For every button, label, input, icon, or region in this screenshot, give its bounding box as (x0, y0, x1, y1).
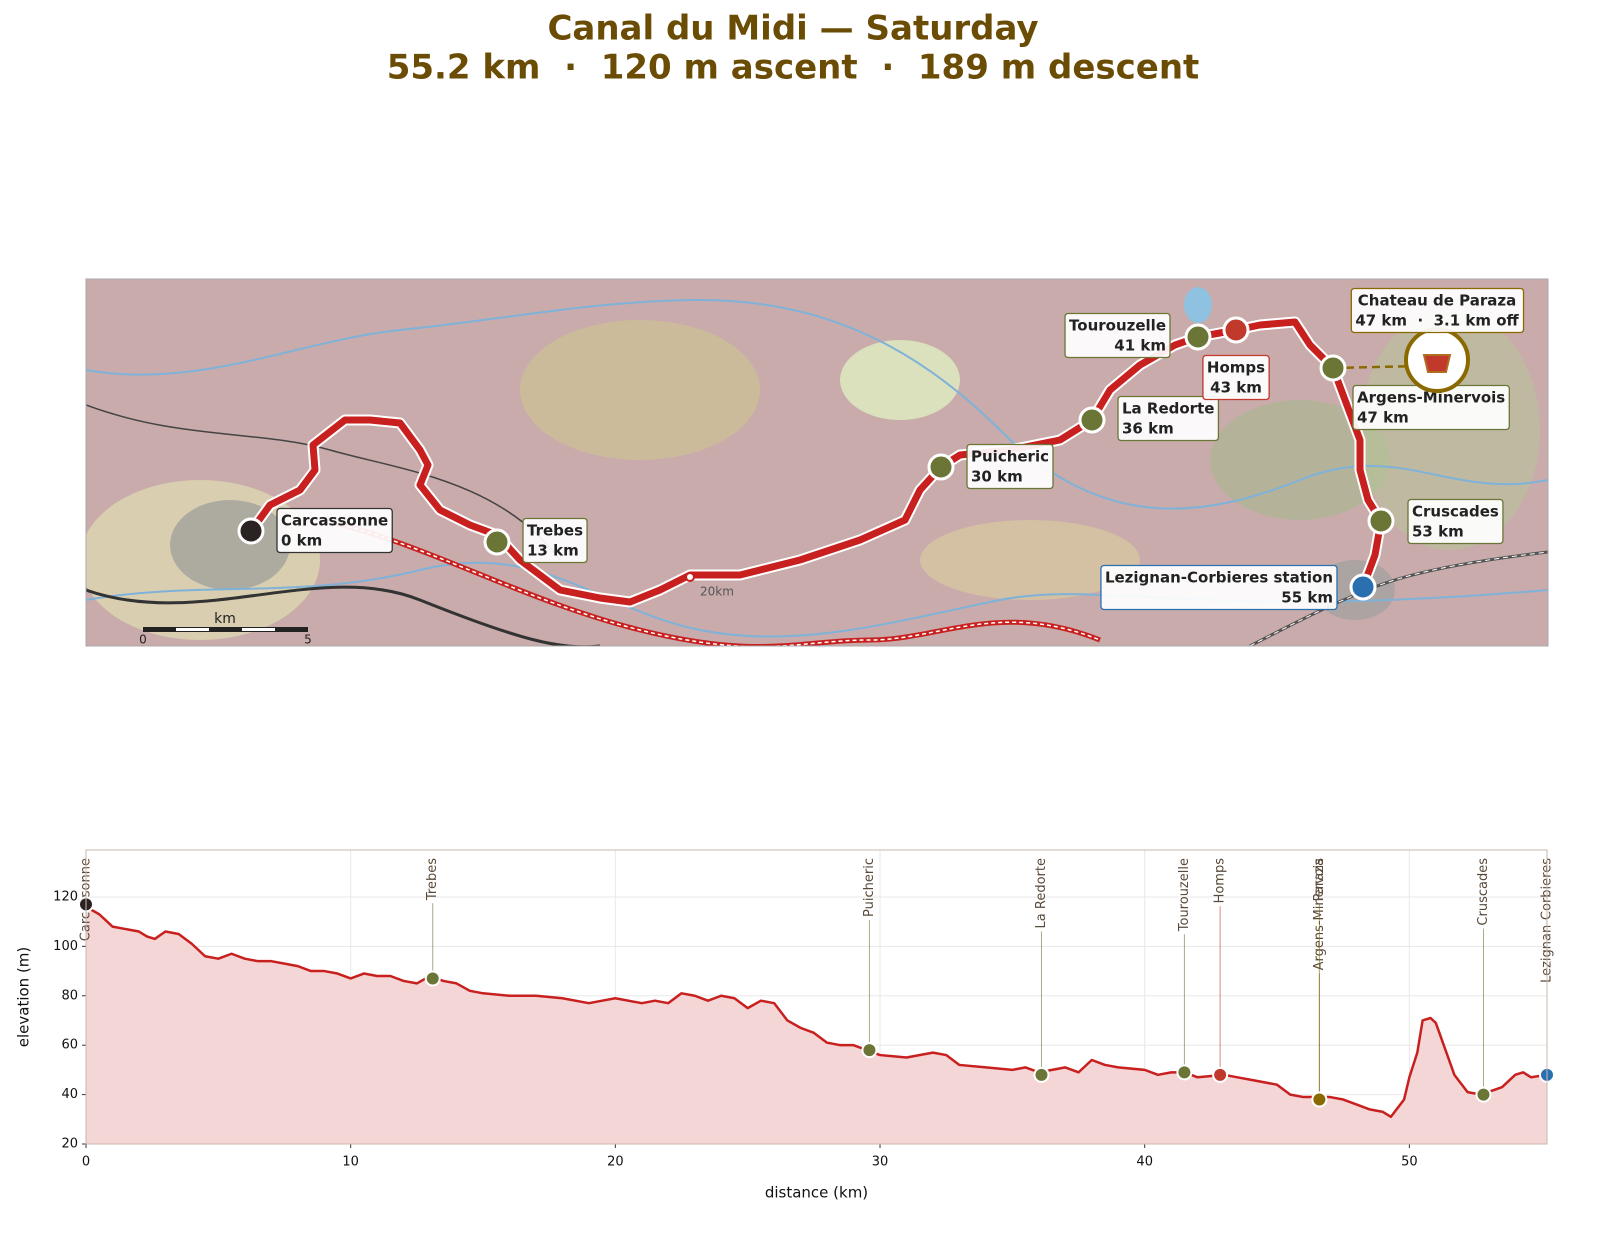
map-label-distance: 30 km (971, 468, 1023, 486)
waypoint (1184, 323, 1212, 351)
y-tick-label: 80 (61, 988, 78, 1003)
x-tick-label: 30 (872, 1155, 889, 1170)
elevation-chart: 2040608010012001020304050CarcassonneTreb… (15, 849, 1555, 1202)
map-label-distance: 0 km (281, 532, 322, 550)
waypoint-marker (1311, 1091, 1328, 1108)
scale-unit: km (214, 611, 236, 627)
map-label: Chateau de Paraza 47 km · 3.1 km off (1350, 287, 1525, 334)
map-label: Lezignan-Corbieres station 55 km (1100, 564, 1338, 611)
map-label-distance: 47 km · 3.1 km off (1355, 312, 1519, 330)
scale-bar (143, 627, 308, 632)
x-tick-label: 50 (1401, 1155, 1418, 1170)
map-label-distance: 47 km (1357, 409, 1409, 427)
plot-frame (85, 849, 1548, 1145)
map-label-box (1117, 395, 1220, 442)
map-label: Trebes 13 km (522, 517, 588, 564)
y-tick-label: 60 (61, 1038, 78, 1053)
map-label-distance: 53 km (1412, 523, 1464, 541)
subtitle: 55.2 km · 120 m ascent · 189 m descent (387, 48, 1200, 88)
map-label-distance: 36 km (1122, 420, 1174, 438)
x-tick-label: 40 (1136, 1155, 1153, 1170)
map-label-box (1350, 287, 1525, 334)
map-label-name: Trebes (527, 522, 583, 540)
marker-label: Puicheric (862, 858, 877, 917)
waypoint-marker (1176, 1064, 1193, 1081)
x-tick-label: 20 (607, 1155, 624, 1170)
y-tick-label: 100 (53, 939, 78, 954)
map-label-distance: 13 km (527, 542, 579, 560)
marker-label: Cruscades (1476, 858, 1491, 926)
map: 20km km 0 5 Carcassonne 0 km Trebes 13 km Pu… (85, 278, 1549, 647)
waypoint (927, 453, 955, 481)
map-label-name: Tourouzelle (1069, 317, 1166, 335)
waypoint (483, 528, 511, 556)
y-tick-label: 40 (61, 1087, 78, 1102)
y-axis-label: elevation (m) (15, 947, 33, 1048)
x-tick-label: 10 (342, 1155, 359, 1170)
elevation-area (86, 906, 1547, 1144)
x-tick-label: 0 (82, 1155, 90, 1170)
map-label-name: Chateau de Paraza (1358, 292, 1516, 310)
map-label: Puicheric 30 km (966, 443, 1054, 490)
waypoint (1367, 507, 1395, 535)
marker-label: Tourouzelle (1177, 858, 1192, 932)
map-label-name: La Redorte (1122, 400, 1214, 418)
waypoint (1349, 573, 1377, 601)
marker-label: Trebes (425, 858, 440, 901)
y-tick-label: 20 (61, 1137, 78, 1152)
scale-tick: 0 (139, 633, 147, 647)
waypoint (1078, 406, 1106, 434)
poi-icon (1422, 354, 1452, 373)
map-label-box (1202, 354, 1270, 401)
title: Canal du Midi — Saturday (547, 9, 1038, 49)
map-label-box (1064, 312, 1171, 359)
y-tick-label: 120 (53, 889, 78, 904)
map-label-distance: 41 km (1114, 337, 1166, 355)
scale-bar (242, 628, 275, 631)
waypoint-marker (1212, 1066, 1229, 1083)
map-label: Argens-Minervois 47 km (1352, 384, 1510, 431)
waypoint-marker (1475, 1086, 1492, 1103)
waypoint-marker (424, 970, 441, 987)
map-label-name: Cruscades (1412, 503, 1499, 521)
map-label-box (276, 507, 393, 554)
map-label-box (1407, 498, 1504, 545)
waypoint (237, 517, 265, 545)
map-label-distance: 43 km (1210, 379, 1262, 397)
x-axis-label: distance (km) (765, 1184, 868, 1202)
map-label-name: Puicheric (971, 448, 1049, 466)
scale-bar (176, 628, 209, 631)
map-label-name: Lezignan-Corbieres station (1105, 569, 1333, 587)
map-label: Tourouzelle 41 km (1064, 312, 1171, 359)
elevation-line (85, 905, 1548, 1119)
map-label-box (522, 517, 588, 564)
map-frame (85, 278, 1549, 647)
map-label: Carcassonne 0 km (276, 507, 393, 554)
waypoint-marker (861, 1042, 878, 1059)
map-label-box (966, 443, 1054, 490)
map-label-name: Carcassonne (281, 512, 388, 530)
marker-label: La Redorte (1034, 858, 1049, 928)
map-label: Homps 43 km (1202, 354, 1270, 401)
waypoint (1319, 354, 1347, 382)
map-label: Cruscades 53 km (1407, 498, 1504, 545)
map-label-name: Argens-Minervois (1357, 389, 1505, 407)
waypoint (1222, 316, 1250, 344)
scale-tick: 5 (304, 633, 312, 647)
map-label-distance: 55 km (1281, 589, 1333, 607)
marker-label: Paraza (1312, 858, 1327, 901)
distance-marker-label: 20km (700, 585, 734, 599)
marker-label: Homps (1213, 858, 1228, 904)
distance-marker (685, 572, 695, 582)
map-label-box (1100, 564, 1338, 611)
map-label: La Redorte 36 km (1117, 395, 1220, 442)
waypoint-marker (1033, 1066, 1050, 1083)
map-label-name: Homps (1207, 359, 1265, 377)
